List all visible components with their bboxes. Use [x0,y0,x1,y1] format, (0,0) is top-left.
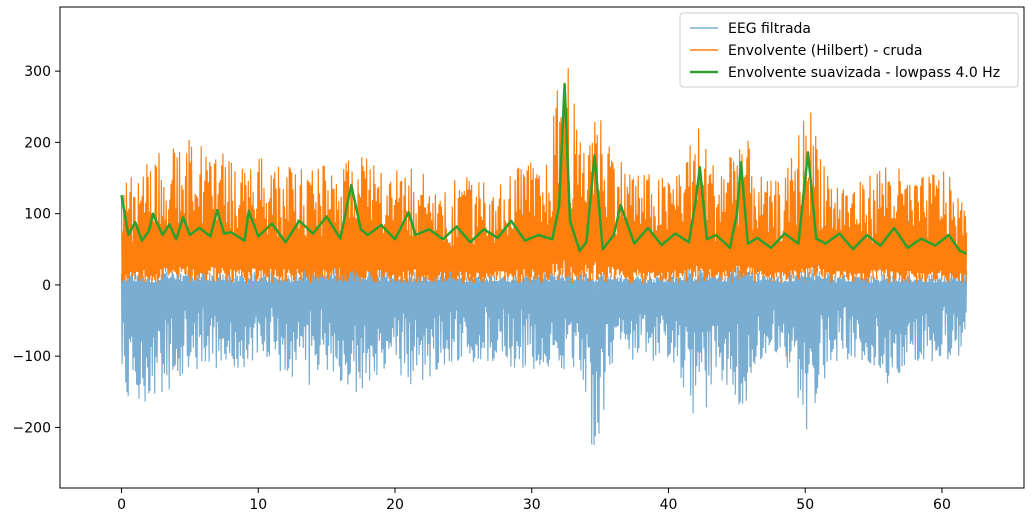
series-line-1 [120,67,968,284]
y-tick-label: 100 [24,207,51,223]
y-tick-label: −200 [13,420,51,436]
x-tick-label: 60 [933,497,951,513]
y-tick-label: 300 [24,64,51,80]
legend-label-1: Envolvente (Hilbert) - cruda [728,43,923,59]
x-tick-label: 10 [249,497,267,513]
x-tick-label: 40 [660,497,678,513]
y-tick-label: 200 [24,135,51,151]
axes-layer: 0 10 20 30 40 50 60 −200 −100 0 100 200 300 [13,64,951,513]
x-tick-label: 20 [386,497,404,513]
x-tick-label: 0 [117,497,126,513]
plot-frame [59,6,1025,489]
x-tick-label: 50 [796,497,814,513]
y-tick-label: −100 [13,349,51,365]
series-line-2 [120,82,968,255]
series-line-0 [120,253,968,446]
series-layer [120,67,968,446]
y-tick-label: 0 [42,278,51,294]
legend-label-2: Envolvente suavizada - lowpass 4.0 Hz [728,65,1000,81]
legend-box [679,12,1019,88]
legend: EEG filtrada Envolvente (Hilbert) - cruda… [679,12,1019,88]
x-tick-label: 30 [523,497,541,513]
legend-label-0: EEG filtrada [728,21,811,37]
